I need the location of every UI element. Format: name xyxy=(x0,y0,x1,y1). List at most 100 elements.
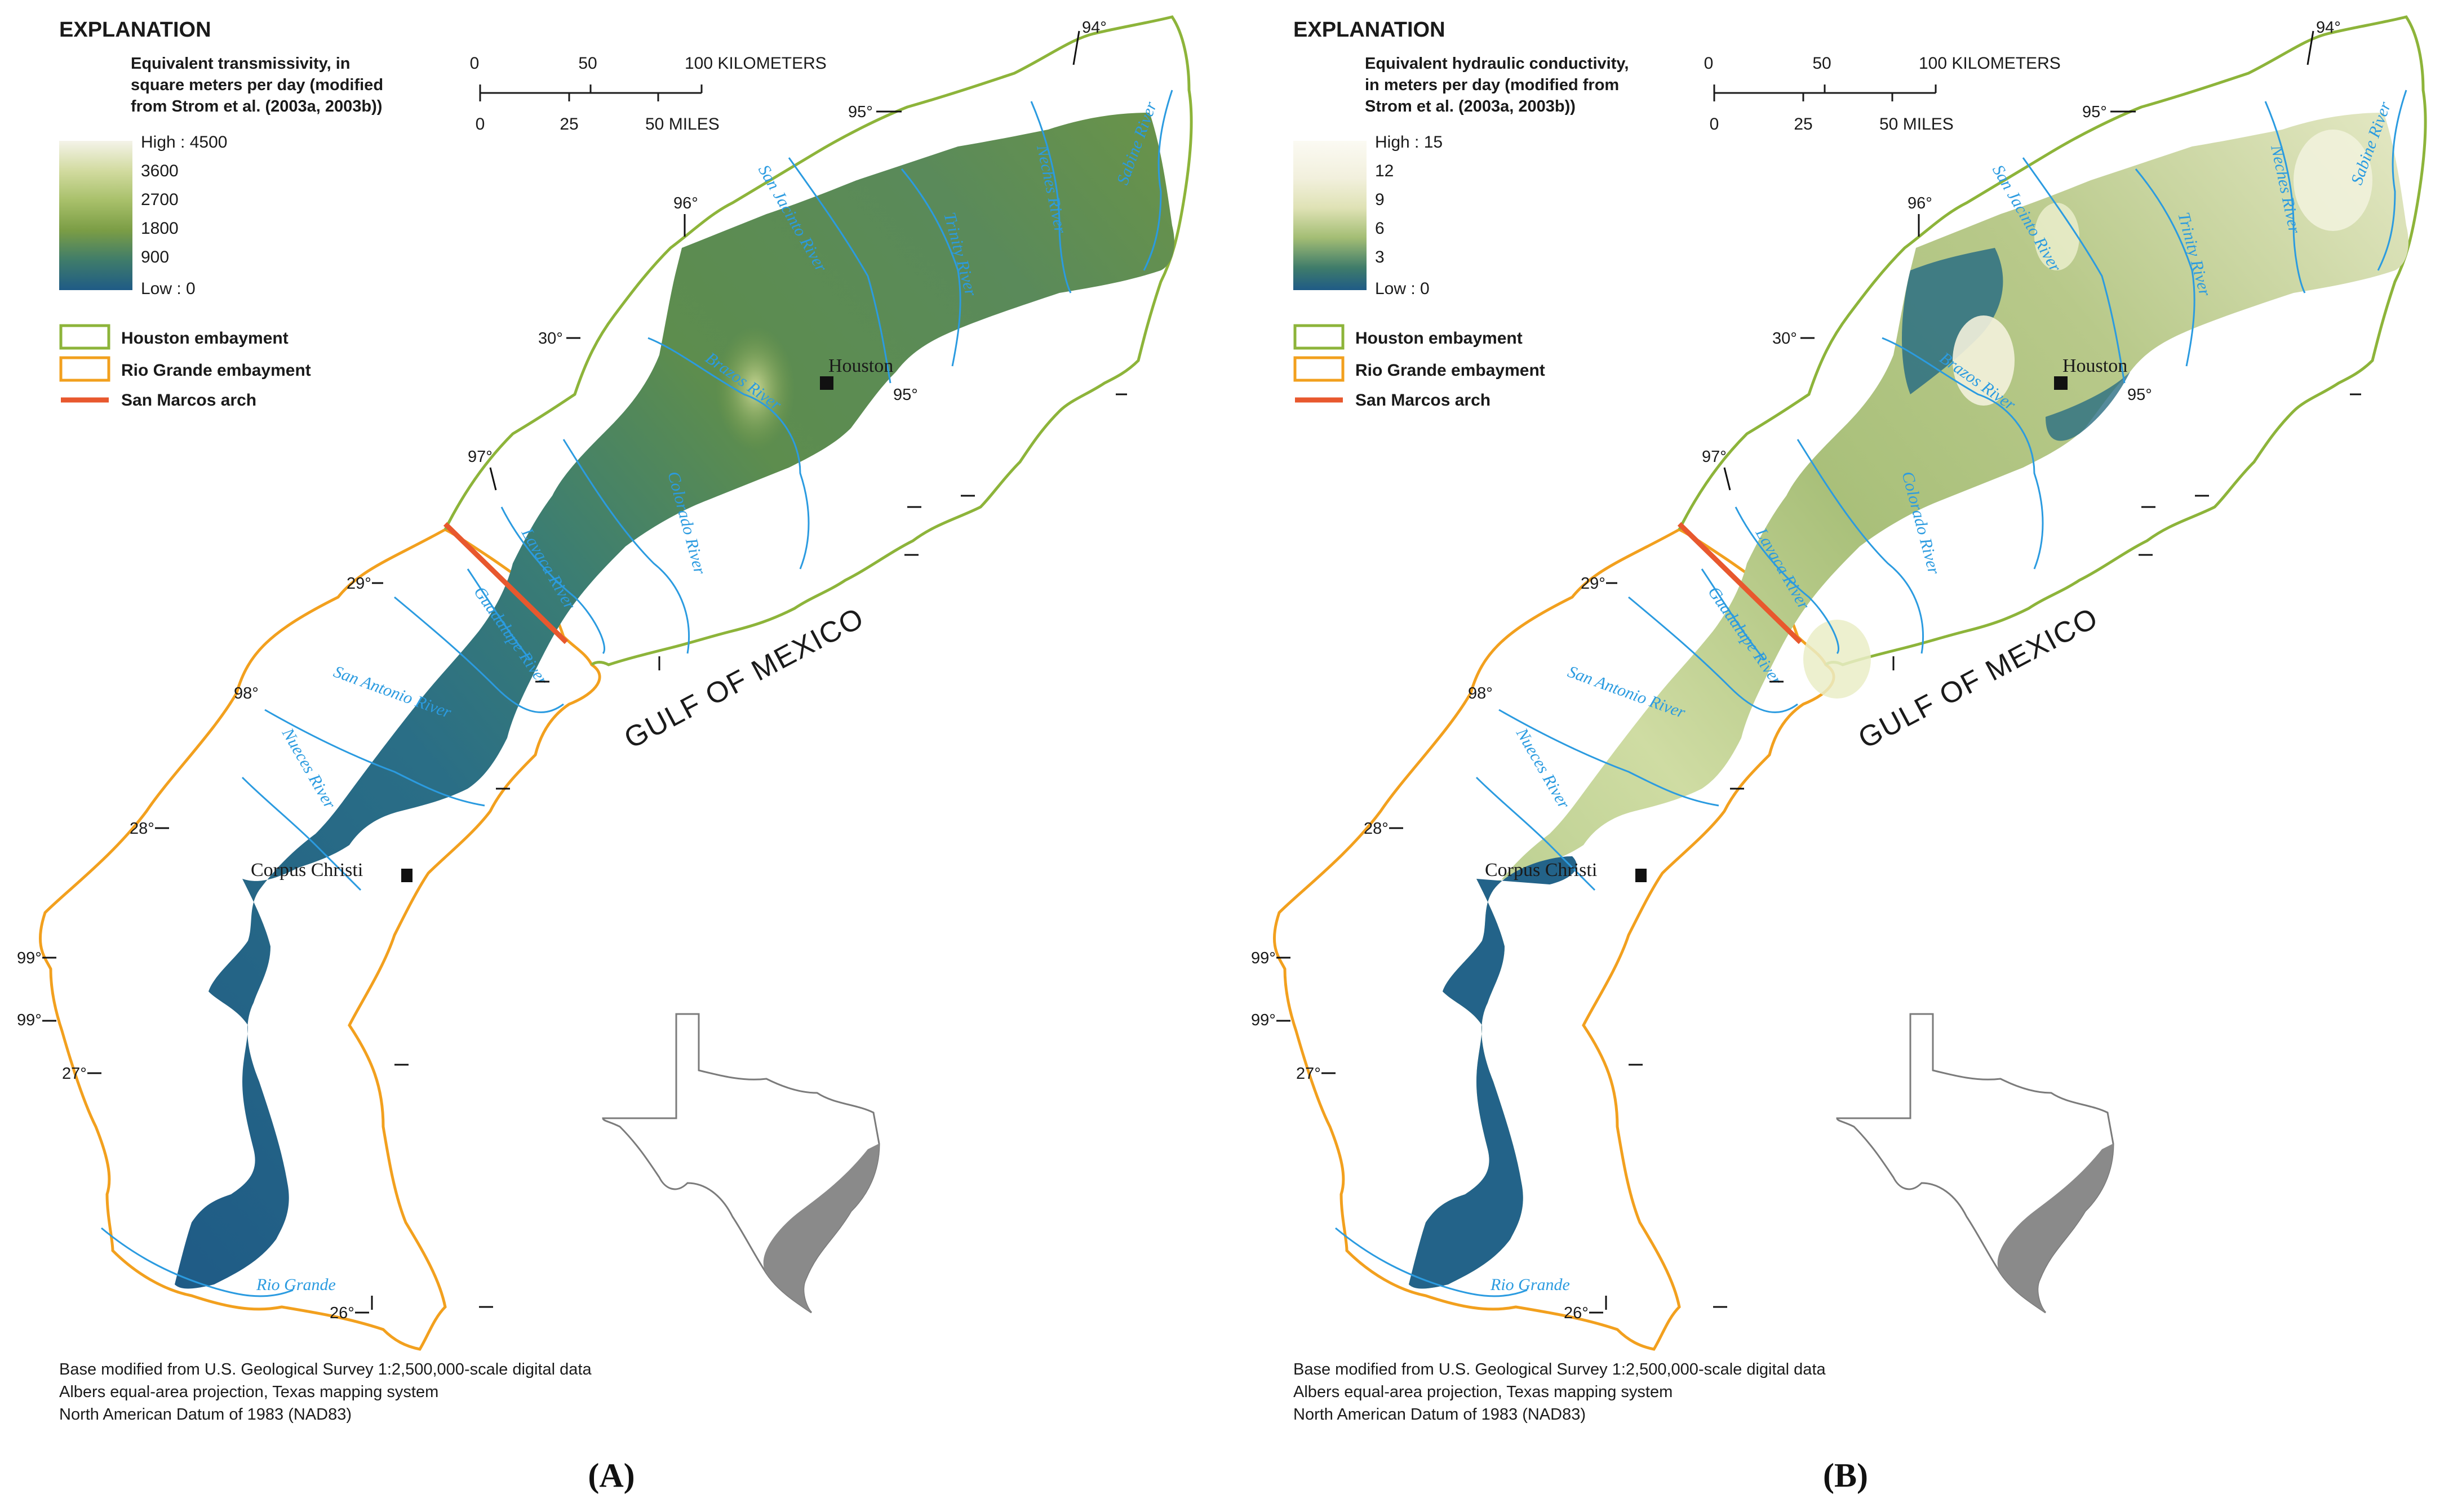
houston-swatch xyxy=(59,324,110,350)
gulf-label: GULF OF MEXICO xyxy=(619,601,870,755)
legend-title-b-2: in meters per day (modified from xyxy=(1365,76,1619,94)
ramp-label-3: 2700 xyxy=(141,190,179,209)
mi-0: 0 xyxy=(476,115,485,134)
lon-98-b: 98° xyxy=(1468,684,1493,702)
corpus-marker xyxy=(401,869,412,882)
legend-houston: Houston embayment xyxy=(121,329,289,348)
transmissivity-surface xyxy=(175,113,1174,1289)
mi-25-b: 25 xyxy=(1794,115,1812,134)
gulf-label-b: GULF OF MEXICO xyxy=(1853,601,2104,755)
mi-50: 50 MILES xyxy=(645,115,720,134)
houston-embayment-b xyxy=(1678,15,2427,666)
legend-san-marcos-b: San Marcos arch xyxy=(1355,391,1491,410)
credit-b-line-1: Base modified from U.S. Geological Surve… xyxy=(1293,1360,1826,1378)
low-conductivity-zone xyxy=(1409,856,1577,1289)
texas-locator-inset xyxy=(602,1013,880,1314)
lon-95-south: 95° xyxy=(893,386,918,404)
corpus-label: Corpus Christi xyxy=(251,860,363,880)
lon-95: 95° xyxy=(848,103,873,121)
km-100-b: 100 KILOMETERS xyxy=(1919,54,2061,73)
ramp-label-5: 900 xyxy=(141,248,169,266)
label-rio-grande-b: Rio Grande xyxy=(1490,1275,1570,1294)
study-area-inset xyxy=(763,1144,879,1313)
lat-28: 28° xyxy=(130,820,154,838)
lon-95-b: 95° xyxy=(2082,103,2107,121)
legend-san-marcos: San Marcos arch xyxy=(121,391,256,410)
ramp-b-3: 9 xyxy=(1375,190,1385,209)
lon-99a-b: 99° xyxy=(1251,949,1276,967)
river-network xyxy=(101,90,1173,1297)
transmissivity-map: EXPLANATION Equivalent transmissivity, i… xyxy=(17,15,1193,1424)
lat-27-b: 27° xyxy=(1296,1065,1321,1083)
credit-line-3: North American Datum of 1983 (NAD83) xyxy=(59,1406,352,1424)
explanation-title-b: EXPLANATION xyxy=(1293,18,1445,42)
san-marcos-arch-b xyxy=(1677,522,1803,644)
km-0: 0 xyxy=(470,54,480,73)
lon-97: 97° xyxy=(468,448,493,466)
ramp-b-low: Low : 0 xyxy=(1375,279,1430,298)
high-transmissivity-zone xyxy=(716,327,795,451)
lat-26: 26° xyxy=(330,1304,354,1322)
legend-rio-grande-b: Rio Grande embayment xyxy=(1355,361,1545,380)
color-ramp xyxy=(59,141,132,290)
credit-line-1: Base modified from U.S. Geological Surve… xyxy=(59,1360,592,1378)
rio-grande-swatch-b xyxy=(1293,356,1345,382)
ramp-b-high: High : 15 xyxy=(1375,133,1443,152)
legend-title-line-2: square meters per day (modified xyxy=(131,76,383,94)
lon-94-b: 94° xyxy=(2316,19,2341,37)
lat-29-b: 29° xyxy=(1581,575,1605,593)
mi-25: 25 xyxy=(560,115,578,134)
study-area-inset-b xyxy=(1997,1144,2113,1313)
km-100: 100 KILOMETERS xyxy=(685,54,827,73)
rio-grande-swatch xyxy=(59,356,110,382)
caption-b: (B) xyxy=(1823,1457,1868,1494)
scale-bar: 0 50 100 KILOMETERS 0 25 50 MILES xyxy=(470,54,827,134)
houston-label: Houston xyxy=(828,355,893,376)
mi-50-b: 50 MILES xyxy=(1879,115,1954,134)
lat-30-b: 30° xyxy=(1772,330,1797,348)
color-ramp-b xyxy=(1293,141,1367,290)
lon-99b-b: 99° xyxy=(1251,1011,1276,1029)
mi-0-b: 0 xyxy=(1710,115,1719,134)
lon-94: 94° xyxy=(1082,19,1107,37)
texas-locator-inset-b xyxy=(1836,1013,2114,1314)
lon-99a: 99° xyxy=(17,949,42,967)
ramp-label-low: Low : 0 xyxy=(141,279,196,298)
lon-95-south-b: 95° xyxy=(2127,386,2152,404)
houston-marker-b xyxy=(2054,376,2068,390)
lon-98: 98° xyxy=(234,684,259,702)
km-0-b: 0 xyxy=(1704,54,1714,73)
caption-a: (A) xyxy=(588,1457,635,1494)
panel-a: EXPLANATION Equivalent transmissivity, i… xyxy=(0,0,1223,1512)
legend-title-b-3: Strom et al. (2003a, 2003b)) xyxy=(1365,97,1576,115)
panel-b: EXPLANATION Equivalent hydraulic conduct… xyxy=(1234,0,2453,1512)
credit-b-line-2: Albers equal-area projection, Texas mapp… xyxy=(1293,1383,1673,1401)
lon-99b: 99° xyxy=(17,1011,42,1029)
rio-grande-embayment-b xyxy=(1273,528,1835,1351)
rio-grande-embayment xyxy=(39,528,601,1351)
label-nueces-river-b: Nueces River xyxy=(1512,724,1573,812)
explanation-title: EXPLANATION xyxy=(59,18,211,42)
label-rio-grande: Rio Grande xyxy=(256,1275,336,1294)
legend-title-b-1: Equivalent hydraulic conductivity, xyxy=(1365,55,1629,73)
low-conductivity-north xyxy=(1902,248,2003,394)
ramp-b-2: 12 xyxy=(1375,162,1394,180)
ramp-label-4: 1800 xyxy=(141,219,179,238)
lon-97-b: 97° xyxy=(1702,448,1727,466)
ramp-label-2: 3600 xyxy=(141,162,179,180)
legend-title-line-1: Equivalent transmissivity, in xyxy=(131,55,350,73)
ramp-label-high: High : 4500 xyxy=(141,133,227,152)
river-network-b xyxy=(1335,90,2407,1297)
legend-title-line-3: from Strom et al. (2003a, 2003b)) xyxy=(131,97,382,115)
legend-houston-b: Houston embayment xyxy=(1355,329,1523,348)
scale-bar-b: 0 50 100 KILOMETERS 0 25 50 MILES xyxy=(1704,54,2061,134)
houston-marker xyxy=(820,376,833,390)
lon-96: 96° xyxy=(673,194,698,212)
legend-rio-grande: Rio Grande embayment xyxy=(121,361,311,380)
lat-26-b: 26° xyxy=(1564,1304,1589,1322)
lon-96-b: 96° xyxy=(1908,194,1932,212)
ramp-b-5: 3 xyxy=(1375,248,1385,266)
ramp-b-4: 6 xyxy=(1375,219,1385,238)
conductivity-map: EXPLANATION Equivalent hydraulic conduct… xyxy=(1251,15,2427,1424)
label-nueces-river: Nueces River xyxy=(278,724,339,812)
